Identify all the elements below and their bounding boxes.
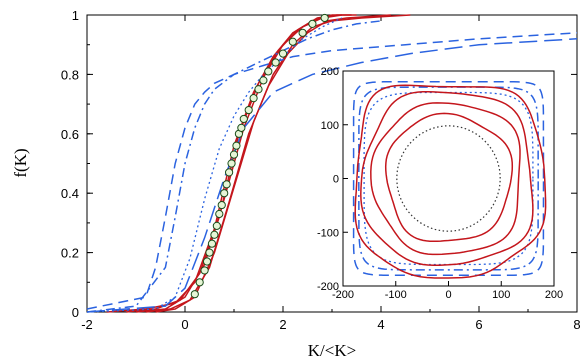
data-point-marker [225, 168, 234, 177]
y-tick-label: 0.2 [61, 246, 79, 261]
inset-contours [352, 81, 547, 279]
inset-y-tick-label: 100 [321, 120, 339, 132]
series-line-blue-longdash [86, 38, 578, 313]
data-point-marker [244, 105, 253, 115]
data-point-marker [288, 37, 297, 46]
data-point-marker [215, 209, 224, 219]
data-point-marker [205, 248, 214, 257]
data-point-marker [239, 114, 248, 124]
inset-x-tick-label: -100 [385, 289, 407, 301]
data-point-marker [200, 266, 209, 275]
x-tick-label: -2 [81, 317, 93, 332]
main-axis-ticks: -2 0 2 4 6 800.20.40.60.81 [61, 8, 581, 332]
x-tick-label: 0 [181, 317, 188, 332]
x-tick-label: 2 [279, 317, 286, 332]
series-line-blue-dashdot [86, 20, 382, 313]
x-axis-label: K/<K> [308, 341, 356, 360]
data-point-marker [222, 180, 231, 189]
inset-contour-blue-dashdot [358, 86, 539, 271]
inset-x-tick-label: 0 [445, 289, 451, 301]
data-point-marker [278, 49, 288, 58]
data-point-marker [237, 123, 246, 132]
data-point-marker [195, 278, 204, 287]
data-point-marker [298, 28, 307, 37]
y-tick-label: 0.4 [61, 186, 79, 201]
data-point-marker [210, 230, 219, 239]
data-point-marker [220, 189, 229, 198]
inset-x-tick-label: -200 [332, 289, 354, 301]
data-point-marker [207, 239, 217, 248]
series-line-red-solid [135, 14, 342, 313]
inset-y-tick-label: -100 [317, 227, 339, 239]
data-point-marker [190, 290, 199, 299]
main-plot-markers [190, 13, 329, 299]
inset-x-tick-label: 200 [545, 289, 563, 301]
x-tick-label: 8 [573, 317, 580, 332]
series-line-blue-dot [86, 17, 343, 313]
inset-y-tick-label: -200 [317, 281, 339, 293]
y-tick-label: 0.6 [61, 127, 79, 142]
inset-y-tick-label: 200 [321, 66, 339, 78]
data-point-marker [217, 200, 226, 210]
inset-contour-red-solid [370, 102, 521, 256]
inset-contour-blue-dash [352, 81, 545, 277]
data-point-marker [259, 76, 268, 85]
y-tick-label: 0 [72, 305, 79, 320]
series-line-blue-dash [86, 32, 578, 310]
data-point-marker [249, 94, 258, 103]
data-point-marker [308, 19, 317, 29]
x-tick-label: 4 [377, 317, 384, 332]
inset-axis-ticks: -200 -100 0 100 200 -200 -100 0 100 200 [317, 66, 563, 301]
data-point-marker [271, 58, 280, 67]
inset-contour-red-solid [354, 84, 547, 279]
y-tick-label: 0.8 [61, 67, 79, 82]
inset-contour-red-solid [384, 112, 514, 243]
data-point-marker [264, 67, 273, 76]
data-point-marker [229, 150, 239, 159]
y-axis-label: f(K) [11, 148, 30, 177]
x-tick-label: 6 [475, 317, 482, 332]
inset-y-tick-label: 0 [333, 174, 339, 186]
data-point-marker [227, 159, 236, 168]
inset-contour-black-dot [396, 125, 501, 232]
data-point-marker [320, 13, 329, 23]
y-tick-label: 1 [72, 8, 79, 23]
data-point-marker [202, 257, 212, 266]
data-point-marker [232, 141, 241, 150]
inset-x-tick-label: 100 [492, 289, 510, 301]
inset-contour-blue-dot [363, 91, 534, 266]
data-point-marker [254, 85, 263, 94]
inset-contour-red-solid [360, 90, 534, 267]
data-point-marker [212, 221, 221, 230]
